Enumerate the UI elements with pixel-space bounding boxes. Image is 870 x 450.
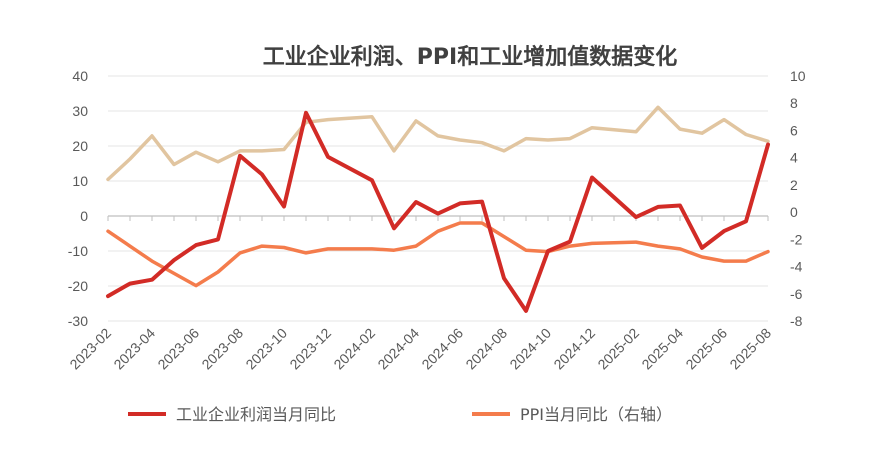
x-tick-label: 2023-12 [286,325,334,373]
x-tick-label: 2025-02 [594,325,642,373]
y2-tick-label: 4 [790,150,798,166]
y2-tick-label: 2 [790,177,798,193]
y2-tick-label: -4 [790,259,803,275]
y2-tick-label: -2 [790,231,803,247]
x-tick-label: 2023-02 [66,325,114,373]
y-tick-label: -10 [68,243,88,259]
x-tick-label: 2024-06 [418,325,466,373]
x-tick-label: 2025-04 [638,325,686,373]
grid-lines [108,75,768,322]
series-line-2 [106,221,770,288]
y2-tick-label: 10 [790,68,806,84]
x-tick-label: 2025-06 [682,325,730,373]
y2-tick-label: -8 [790,313,803,329]
series-line-1 [106,110,770,313]
x-tick-label: 2024-10 [506,325,554,373]
x-tick-label: 2023-06 [154,325,202,373]
legend: 工业企业利润当月同比 PPI当月同比（右轴） [128,405,672,424]
x-tick-label: 2023-04 [110,325,158,373]
x-tick-label: 2025-08 [726,325,774,373]
y2-tick-label: -6 [790,286,803,302]
axes: -30-20-10010203040-8-6-4-202468102023-02… [66,68,805,372]
y-tick-label: 0 [80,208,88,224]
legend-label-2: PPI当月同比（右轴） [520,405,672,424]
y-tick-label: 30 [72,103,88,119]
y2-tick-label: 0 [790,204,798,220]
x-tick-label: 2024-08 [462,325,510,373]
y2-tick-label: 8 [790,95,798,111]
x-tick-label: 2024-12 [550,325,598,373]
x-tick-label: 2024-02 [330,325,378,373]
y-tick-label: 20 [72,138,88,154]
legend-label-1: 工业企业利润当月同比 [176,405,336,424]
x-tick-label: 2024-04 [374,325,422,373]
y2-tick-label: 6 [790,122,798,138]
series-layer [106,105,770,313]
y-tick-label: 10 [72,173,88,189]
y-tick-label: 40 [72,68,88,84]
x-tick-label: 2023-10 [242,325,290,373]
y-tick-label: -30 [68,313,88,329]
chart-title: 工业企业利润、PPI和工业增加值数据变化 [263,44,677,70]
x-tick-label: 2023-08 [198,325,246,373]
y-tick-label: -20 [68,278,88,294]
series-line-3 [106,105,770,182]
